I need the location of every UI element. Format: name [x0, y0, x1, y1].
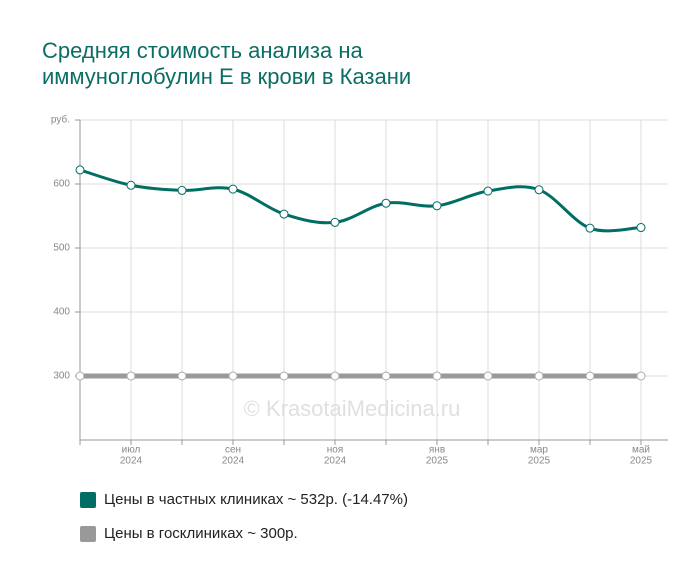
data-point [330, 217, 340, 227]
data-point [279, 209, 289, 219]
data-point [432, 201, 442, 211]
x-tick-label: 2024 [324, 456, 347, 467]
x-tick-label: мар [530, 445, 548, 456]
x-tick-label: июл [122, 445, 141, 456]
data-point [75, 165, 85, 175]
data-point [279, 371, 289, 381]
data-point [381, 371, 391, 381]
legend-label: Цены в госклиниках ~ 300р. [104, 525, 298, 542]
legend-label: Цены в частных клиниках ~ 532р. (-14.47%… [104, 491, 408, 508]
watermark: © KrasotaiMedicina.ru [244, 396, 461, 421]
data-point [126, 371, 136, 381]
data-point [636, 223, 646, 233]
x-tick-label: 2024 [120, 456, 143, 467]
data-point [330, 371, 340, 381]
legend-swatch [80, 526, 96, 542]
y-tick-label: 500 [53, 243, 70, 254]
data-point [381, 198, 391, 208]
series-line [79, 168, 642, 233]
x-tick-label: 2025 [528, 456, 551, 467]
data-point [636, 371, 646, 381]
data-point [228, 184, 238, 194]
data-point [75, 371, 85, 381]
x-tick-label: 2025 [426, 456, 449, 467]
x-tick-label: ноя [327, 445, 344, 456]
data-point [126, 180, 136, 190]
x-tick-label: май [632, 445, 650, 456]
y-tick-label: 300 [53, 371, 70, 382]
x-tick-label: 2024 [222, 456, 245, 467]
data-point [534, 185, 544, 195]
data-point [177, 185, 187, 195]
x-tick-label: 2025 [630, 456, 653, 467]
data-point [177, 371, 187, 381]
chart-title: Средняя стоимость анализа на иммуноглобу… [42, 38, 412, 89]
data-point [534, 371, 544, 381]
y-tick-label: 600 [53, 179, 70, 190]
data-point [228, 371, 238, 381]
data-point [585, 223, 595, 233]
y-tick-label: руб. [51, 114, 70, 126]
x-tick-label: сен [225, 445, 241, 456]
y-tick-label: 400 [53, 307, 70, 318]
data-point [585, 371, 595, 381]
data-point [483, 186, 493, 196]
data-point [432, 371, 442, 381]
legend-swatch [80, 492, 96, 508]
x-tick-label: янв [429, 445, 445, 456]
data-point [483, 371, 493, 381]
